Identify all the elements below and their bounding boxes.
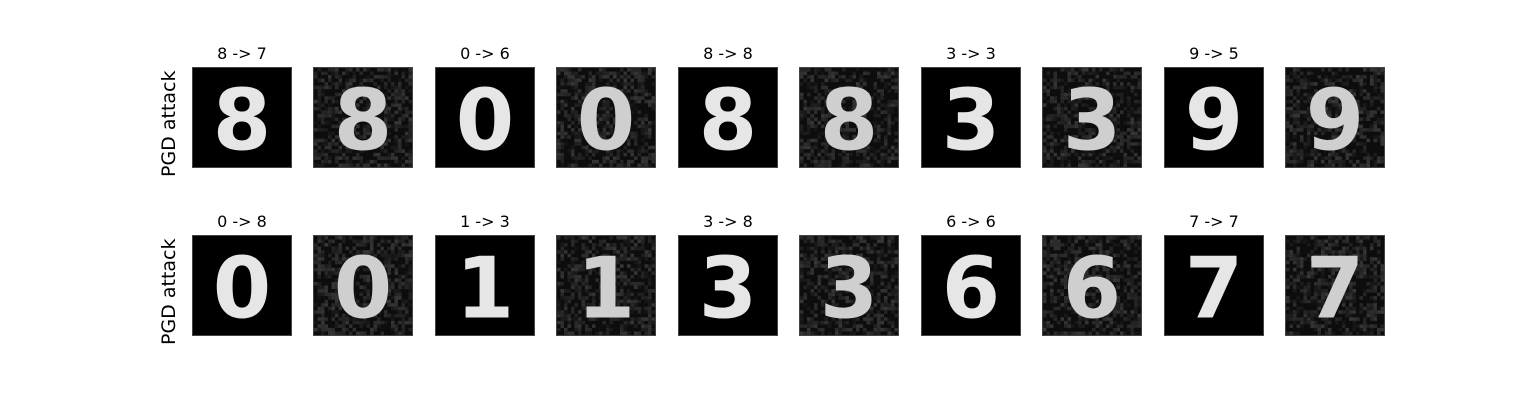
adversarial-image: 6	[1042, 235, 1142, 336]
original-image: 3	[921, 67, 1021, 168]
digit-glyph: 8	[213, 71, 271, 167]
pair-title: 7 -> 7	[1189, 212, 1239, 231]
pair-title: 8 -> 8	[703, 44, 753, 63]
digit-glyph: 3	[820, 239, 878, 335]
digit-glyph: 8	[820, 71, 878, 167]
row-label: PGD attack	[158, 238, 180, 346]
original-image: 9	[1164, 67, 1264, 168]
adversarial-image: 0	[313, 235, 413, 336]
digit-glyph: 8	[334, 71, 392, 167]
adversarial-image: 8	[799, 67, 899, 168]
pair-title: 1 -> 3	[460, 212, 510, 231]
adversarial-image: 3	[799, 235, 899, 336]
pair-title: 0 -> 6	[460, 44, 510, 63]
digit-glyph: 3	[699, 239, 757, 335]
digit-glyph: 6	[942, 239, 1000, 335]
adversarial-image: 8	[313, 67, 413, 168]
digit-glyph: 3	[942, 71, 1000, 167]
original-image: 6	[921, 235, 1021, 336]
adversarial-image: 3	[1042, 67, 1142, 168]
digit-glyph: 1	[577, 239, 635, 335]
adversarial-image: 1	[556, 235, 656, 336]
pair-title: 9 -> 5	[1189, 44, 1239, 63]
adversarial-image: 7	[1285, 235, 1385, 336]
row-label: PGD attack	[158, 70, 180, 178]
digit-glyph: 8	[699, 71, 757, 167]
pair-title: 8 -> 7	[217, 44, 267, 63]
digit-glyph: 9	[1185, 71, 1243, 167]
original-image: 3	[678, 235, 778, 336]
original-image: 8	[192, 67, 292, 168]
digit-glyph: 7	[1306, 239, 1364, 335]
original-image: 8	[678, 67, 778, 168]
pair-title: 0 -> 8	[217, 212, 267, 231]
digit-glyph: 3	[1063, 71, 1121, 167]
digit-glyph: 6	[1063, 239, 1121, 335]
original-image: 0	[192, 235, 292, 336]
digit-glyph: 1	[456, 239, 514, 335]
adversarial-image: 9	[1285, 67, 1385, 168]
adversarial-image: 0	[556, 67, 656, 168]
pair-title: 3 -> 3	[946, 44, 996, 63]
pair-title: 3 -> 8	[703, 212, 753, 231]
original-image: 0	[435, 67, 535, 168]
original-image: 7	[1164, 235, 1264, 336]
digit-glyph: 0	[213, 239, 271, 335]
digit-glyph: 7	[1185, 239, 1243, 335]
original-image: 1	[435, 235, 535, 336]
digit-glyph: 0	[456, 71, 514, 167]
digit-glyph: 9	[1306, 71, 1364, 167]
digit-glyph: 0	[334, 239, 392, 335]
digit-glyph: 0	[577, 71, 635, 167]
pair-title: 6 -> 6	[946, 212, 996, 231]
